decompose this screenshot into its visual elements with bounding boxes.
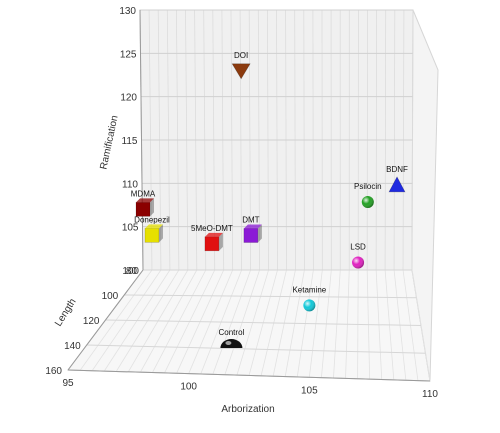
y-tick-label: 130	[119, 6, 136, 17]
point-label-lsd: LSD	[350, 243, 366, 252]
data-point-lsd	[352, 257, 364, 269]
z-tick-label: 80	[126, 266, 138, 277]
point-marker	[244, 229, 258, 243]
z-tick-label: 140	[64, 341, 81, 352]
point-label-psilocin: Psilocin	[354, 182, 382, 191]
data-point-dmt	[244, 225, 262, 243]
y-tick-label: 125	[120, 49, 137, 60]
point-label-dmt: DMT	[242, 216, 259, 225]
point-label-control: Control	[219, 328, 245, 337]
point-shade	[362, 196, 374, 208]
z-tick-label: 100	[102, 291, 119, 302]
point-marker	[205, 237, 219, 251]
y-tick-label: 120	[120, 93, 137, 104]
z-axis-title: Length	[53, 297, 79, 329]
point-marker	[145, 228, 159, 242]
point-label-donepezil: Donepezil	[134, 215, 170, 224]
z-tick-label: 160	[45, 366, 62, 377]
x-tick-label: 110	[422, 389, 438, 400]
data-point-5meo-dmt	[205, 233, 223, 251]
point-label-doi: DOI	[234, 51, 248, 60]
y-axis-title: Ramification	[98, 114, 120, 170]
point-label-mdma: MDMA	[131, 189, 156, 198]
z-tick-label: 120	[83, 316, 100, 327]
point-shade	[225, 341, 231, 345]
point-shade	[303, 299, 315, 311]
data-point-ketamine	[303, 299, 315, 311]
data-point-donepezil	[145, 224, 163, 242]
point-label-bdnf: BDNF	[386, 165, 408, 174]
x-axis-title: Arborization	[221, 404, 274, 415]
x-tick-label: 105	[301, 385, 318, 396]
point-marker	[136, 202, 150, 216]
point-label-ketamine: Ketamine	[292, 285, 326, 294]
x-tick-label: 95	[62, 378, 74, 389]
point-label-5meo-dmt: 5MeO-DMT	[191, 224, 233, 233]
data-point-mdma	[136, 198, 154, 216]
data-point-psilocin	[362, 196, 374, 208]
x-tick-label: 100	[180, 382, 197, 393]
floor	[68, 270, 430, 381]
point-shade	[352, 257, 364, 269]
y-tick-label: 115	[122, 136, 138, 147]
